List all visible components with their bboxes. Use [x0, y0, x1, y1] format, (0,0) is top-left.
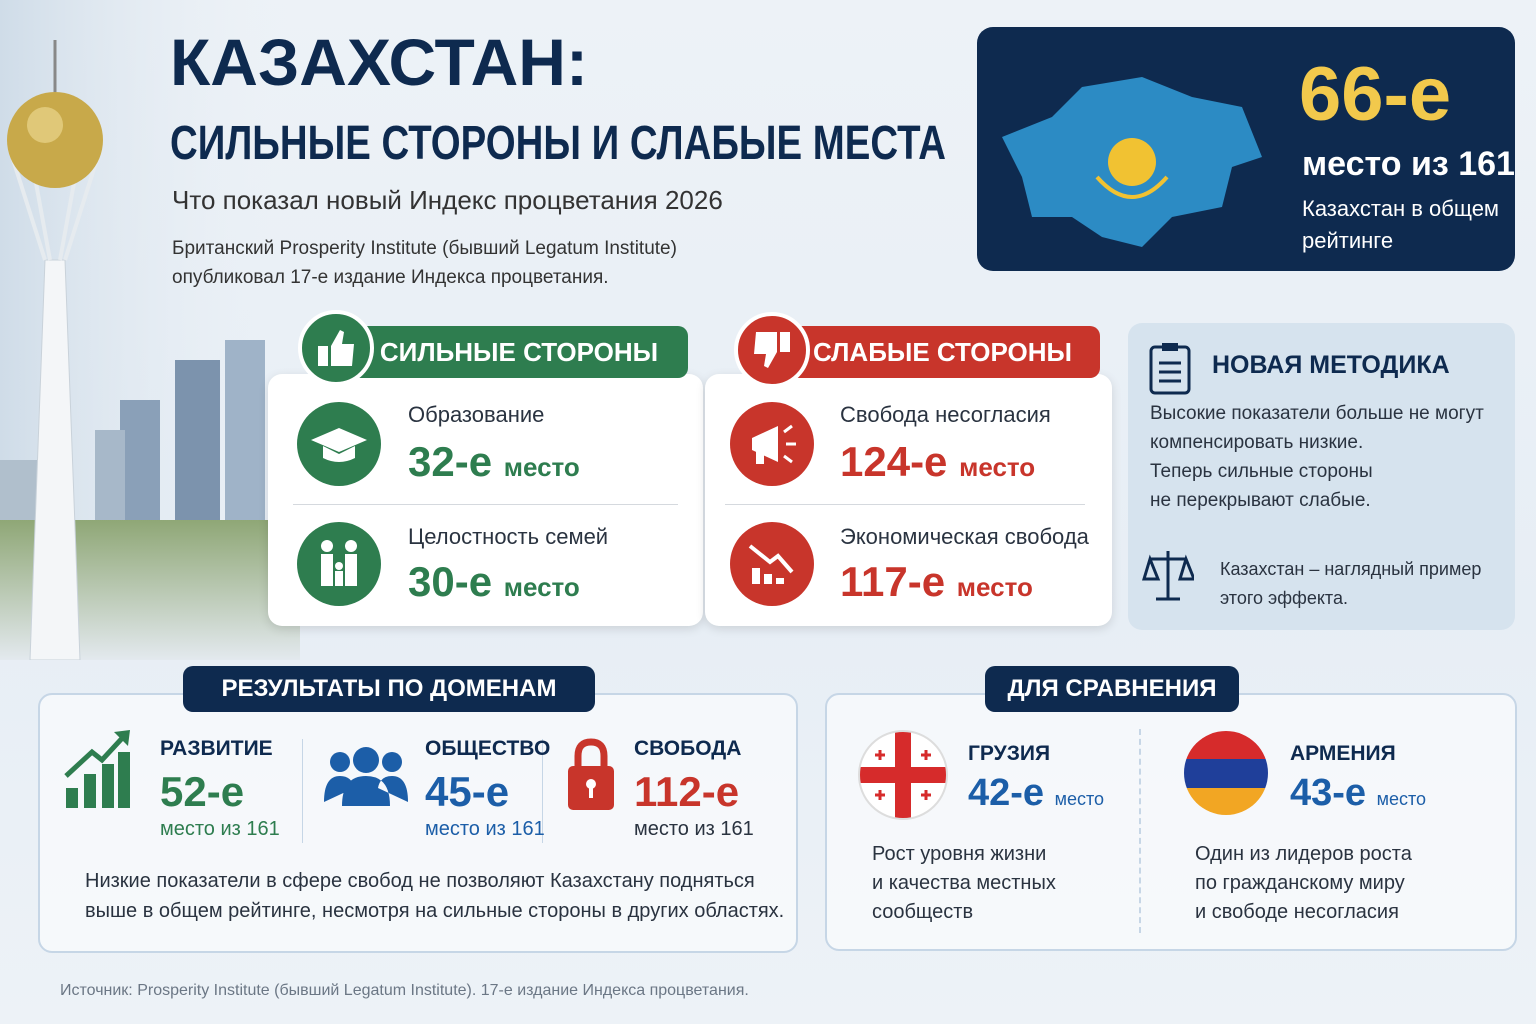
- domain-label: СВОБОДА: [634, 737, 742, 760]
- comparison-title: ДЛЯ СРАВНЕНИЯ: [985, 666, 1239, 712]
- divider: [293, 504, 678, 505]
- intro-line: Британский Prosperity Institute (бывший …: [172, 238, 677, 259]
- divider: [542, 739, 543, 843]
- unit: место: [1376, 789, 1427, 809]
- rank: 32-е: [408, 438, 493, 485]
- text-line: и свободе несогласия: [1195, 901, 1399, 923]
- method-line: Теперь сильные стороны: [1150, 461, 1373, 482]
- georgia-flag: [858, 730, 948, 820]
- country-text: Один из лидеров роста по гражданскому ми…: [1195, 840, 1412, 927]
- divider: [302, 739, 303, 843]
- country-text: Рост уровня жизни и качества местных соо…: [872, 840, 1056, 927]
- megaphone-icon: [730, 402, 814, 486]
- domain-label: ОБЩЕСТВО: [425, 737, 551, 760]
- unit: место: [956, 572, 1033, 602]
- caption-line: рейтинге: [1302, 228, 1394, 253]
- unit: место: [503, 572, 580, 602]
- domain-of: место из 161: [634, 818, 754, 840]
- lead: Что показал новый Индекс процветания 202…: [172, 185, 723, 215]
- growth-icon: [64, 730, 130, 808]
- method-box: НОВАЯ МЕТОДИКА Высокие показатели больше…: [1128, 323, 1515, 630]
- society-icon: [324, 747, 408, 806]
- domains-box: [38, 693, 798, 953]
- note-line: Казахстан – наглядный пример: [1220, 559, 1482, 579]
- subtitle: СИЛЬНЫЕ СТОРОНЫ И СЛАБЫЕ МЕСТА: [170, 117, 946, 170]
- unit: место: [1054, 789, 1105, 809]
- method-text: Высокие показатели больше не могут компе…: [1150, 399, 1484, 515]
- unit: место: [503, 452, 580, 482]
- text-line: Рост уровня жизни: [872, 843, 1047, 865]
- rank: 124-е: [840, 438, 948, 485]
- lock-icon: [568, 738, 614, 810]
- method-line: Высокие показатели больше не могут: [1150, 403, 1484, 424]
- strengths-title: СИЛЬНЫЕ СТОРОНЫ: [330, 326, 688, 378]
- domain-of: место из 161: [425, 818, 545, 840]
- domain-rank: 45-е: [425, 768, 510, 815]
- source: Источник: Prosperity Institute (бывший L…: [60, 982, 749, 999]
- rank: 43-е: [1290, 772, 1367, 814]
- armenia-flag: [1184, 731, 1268, 815]
- overall-of: место из 161: [1302, 145, 1515, 183]
- kz-map: [1002, 77, 1262, 247]
- divider: [1139, 729, 1141, 933]
- weakness-rank: 124-е место: [840, 438, 1035, 486]
- scales-icon: [1142, 551, 1194, 601]
- decline-icon: [730, 522, 814, 606]
- divider: [725, 504, 1085, 505]
- text-line: Один из лидеров роста: [1195, 843, 1412, 865]
- strength-rank: 30-е место: [408, 558, 580, 606]
- domain-rank: 52-е: [160, 768, 245, 815]
- weaknesses-title: СЛАБЫЕ СТОРОНЫ: [765, 326, 1100, 378]
- tower-illustration: [0, 0, 300, 660]
- comparison-box: [825, 693, 1517, 951]
- note-line: этого эффекта.: [1220, 588, 1348, 608]
- clipboard-icon: [1149, 343, 1191, 395]
- text-line: и качества местных: [872, 872, 1056, 894]
- overall-caption: Казахстан в общем рейтинге: [1302, 193, 1499, 257]
- text-line: сообществ: [872, 901, 974, 923]
- domain-label: РАЗВИТИЕ: [160, 737, 273, 760]
- caption-line: Казахстан в общем: [1302, 196, 1500, 221]
- strength-rank: 32-е место: [408, 438, 580, 486]
- intro: Британский Prosperity Institute (бывший …: [172, 234, 677, 292]
- overall-rank: 66-е: [1299, 52, 1452, 137]
- thumb-down-icon: [734, 312, 810, 388]
- weakness-rank: 117-е место: [840, 558, 1033, 606]
- domain-of: место из 161: [160, 818, 280, 840]
- weakness-label: Экономическая свобода: [840, 524, 1089, 549]
- domain-rank: 112-е: [634, 768, 740, 815]
- overall-box: 66-е место из 161 Казахстан в общем рейт…: [977, 27, 1515, 271]
- intro-line: опубликовал 17-е издание Индекса процвет…: [172, 267, 609, 288]
- method-title: НОВАЯ МЕТОДИКА: [1212, 351, 1450, 379]
- title: КАЗАХСТАН:: [170, 25, 588, 99]
- rank: 30-е: [408, 558, 493, 605]
- note-line: Низкие показатели в сфере свобод не позв…: [85, 870, 755, 892]
- country-rank: 43-е место: [1290, 772, 1426, 815]
- family-icon: [297, 522, 381, 606]
- domains-title: РЕЗУЛЬТАТЫ ПО ДОМЕНАМ: [183, 666, 595, 712]
- country: ГРУЗИЯ: [968, 742, 1051, 765]
- weakness-label: Свобода несогласия: [840, 402, 1051, 427]
- method-line: не перекрывают слабые.: [1150, 490, 1371, 511]
- method-note: Казахстан – наглядный пример этого эффек…: [1220, 555, 1481, 613]
- thumb-up-icon: [298, 310, 374, 386]
- country-rank: 42-е место: [968, 772, 1104, 815]
- education-icon: [297, 402, 381, 486]
- country: АРМЕНИЯ: [1290, 742, 1396, 765]
- strength-label: Образование: [408, 402, 545, 427]
- rank: 117-е: [840, 558, 946, 605]
- unit: место: [959, 452, 1036, 482]
- text-line: по гражданскому миру: [1195, 872, 1405, 894]
- rank: 42-е: [968, 772, 1045, 814]
- method-line: компенсировать низкие.: [1150, 432, 1364, 453]
- domains-note: Низкие показатели в сфере свобод не позв…: [85, 866, 784, 926]
- strength-label: Целостность семей: [408, 524, 609, 549]
- note-line: выше в общем рейтинге, несмотря на сильн…: [85, 900, 785, 922]
